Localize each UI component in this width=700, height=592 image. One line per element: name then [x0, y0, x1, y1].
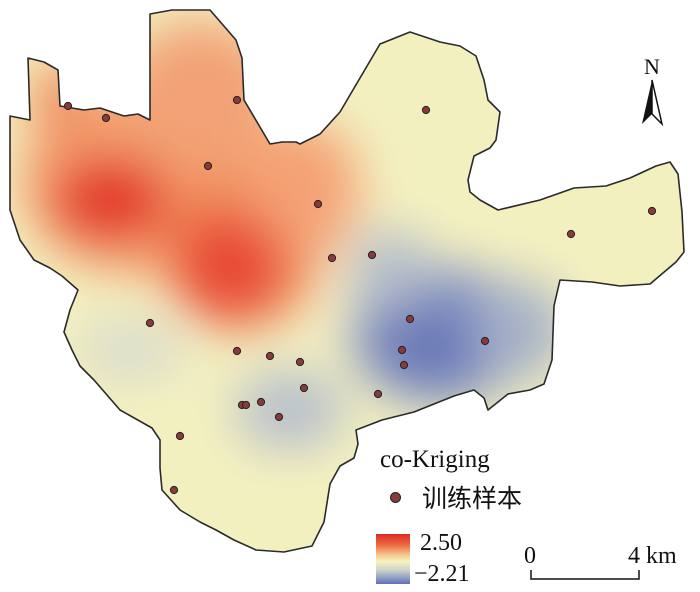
legend-title: co-Kriging [380, 446, 490, 473]
sample-point [405, 314, 415, 324]
sample-point [327, 253, 337, 263]
color-ramp [376, 534, 410, 584]
scale-zero-label: 0 [524, 543, 536, 569]
sample-point [421, 105, 431, 115]
sample-point [647, 206, 657, 216]
scale-bar [530, 570, 640, 580]
sample-point [313, 199, 323, 209]
sample-point [274, 412, 284, 422]
region-boundary [9, 9, 685, 553]
sample-point [256, 397, 266, 407]
legend-max-label: 2.50 [420, 530, 462, 556]
sample-point [232, 346, 242, 356]
sample-point [299, 383, 309, 393]
scale-end-label: 4 km [628, 543, 677, 569]
sample-point [232, 95, 242, 105]
legend-min-label: −2.21 [414, 561, 470, 587]
sample-point-icon [390, 491, 401, 503]
sample-point [265, 351, 275, 361]
sample-point [145, 318, 155, 328]
sample-point [241, 400, 251, 410]
sample-point [295, 357, 305, 367]
north-arrow-icon: N [642, 54, 664, 127]
legend-sample-label: 训练样本 [422, 484, 523, 513]
sample-point [397, 345, 407, 355]
north-label: N [644, 54, 660, 79]
legend-sample-entry: 训练样本 [390, 482, 523, 513]
sample-point [566, 229, 576, 239]
sample-point [399, 360, 409, 370]
sample-point [367, 250, 377, 260]
sample-point [373, 389, 383, 399]
sample-point [175, 431, 185, 441]
sample-point [480, 336, 490, 346]
sample-point [203, 161, 213, 171]
sample-points [63, 95, 657, 495]
sample-point [169, 485, 179, 495]
sample-point [101, 113, 111, 123]
sample-point [63, 101, 73, 111]
